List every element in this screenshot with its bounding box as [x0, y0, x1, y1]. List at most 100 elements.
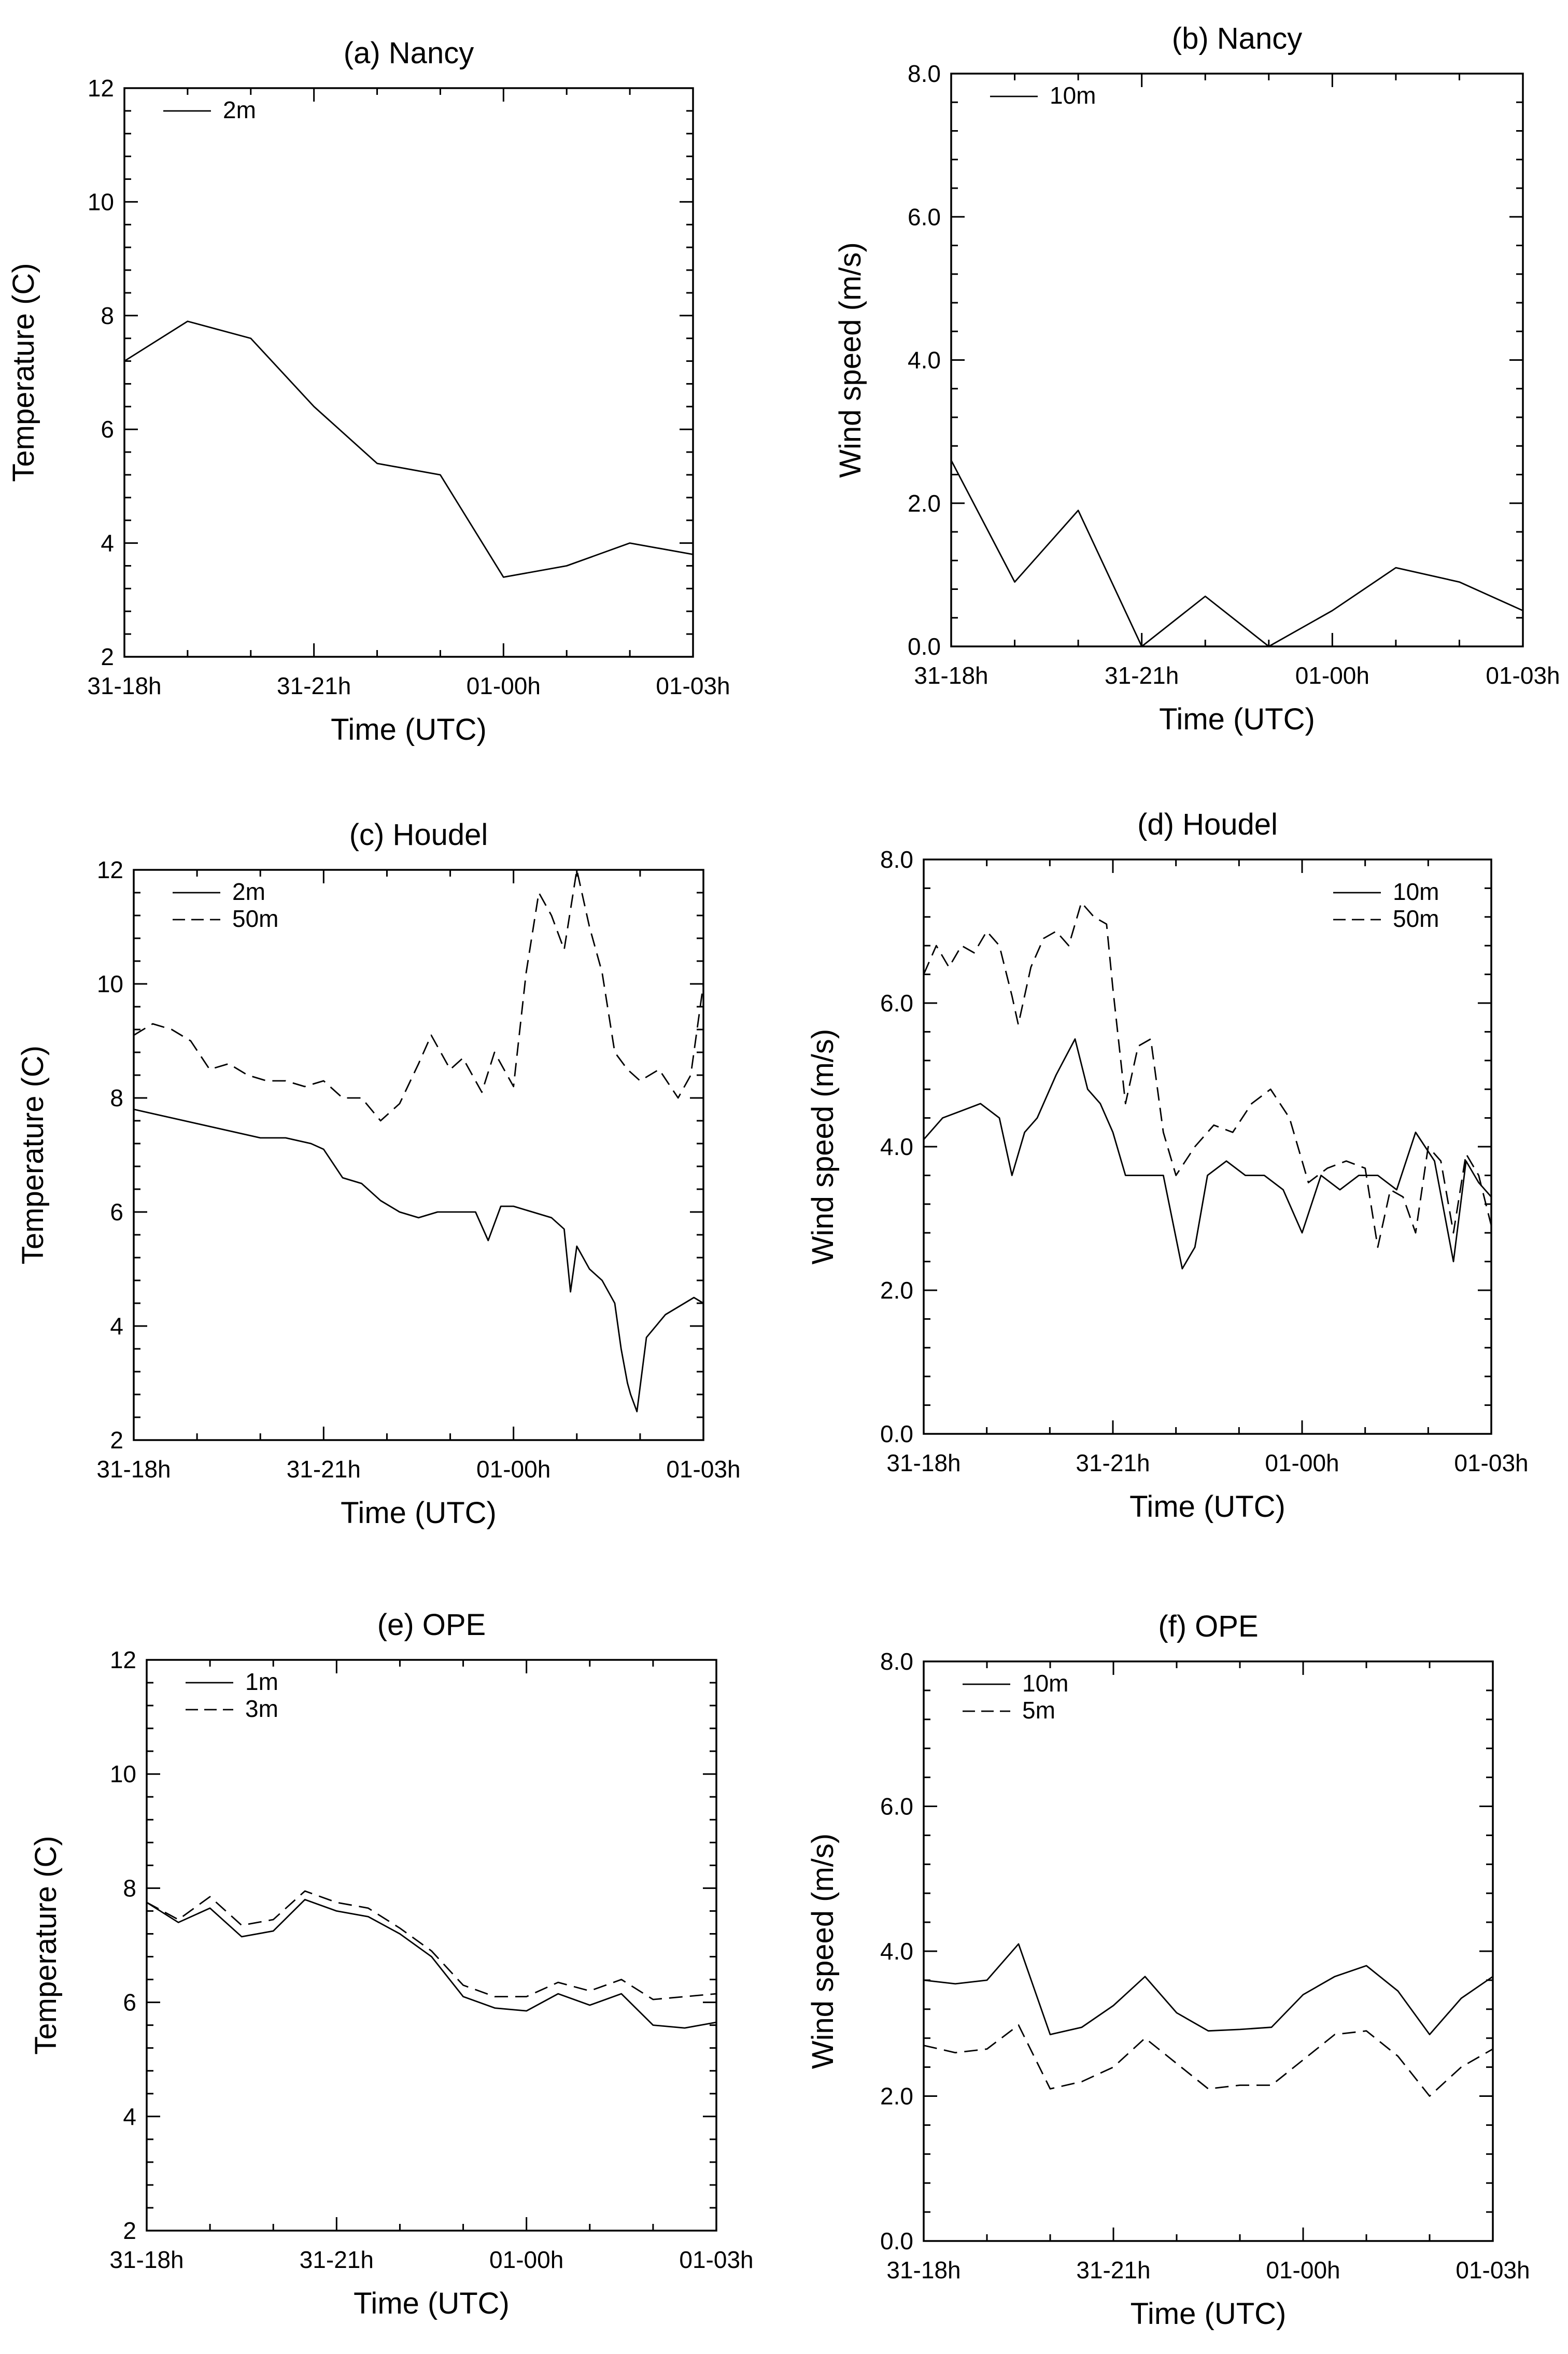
panel-title: (e) OPE — [377, 1608, 486, 1642]
y-tick-label: 4 — [110, 1313, 123, 1340]
panel-title: (b) Nancy — [1172, 22, 1302, 55]
y-tick-label: 10 — [88, 188, 114, 215]
x-axis-label: Time (UTC) — [331, 713, 487, 746]
y-tick-label: 0.0 — [908, 633, 941, 660]
legend-entry: 2m — [232, 878, 265, 905]
y-tick-label: 8.0 — [880, 1648, 913, 1675]
panel-title: (c) Houdel — [349, 818, 488, 852]
x-tick-label: 31-18h — [886, 2257, 960, 2283]
y-tick-label: 2 — [110, 1427, 123, 1454]
chart-panel-b: (b) Nancy Time (UTC) Wind speed (m/s) 31-18… — [834, 22, 1560, 736]
y-tick-label: 0.0 — [880, 2228, 913, 2254]
chart-panel-f: (f) OPE Time (UTC) Wind speed (m/s) 31-18h 3… — [806, 1610, 1530, 2331]
x-tick-label: 31-18h — [109, 2246, 183, 2273]
y-axis-label: Wind speed (m/s) — [806, 1029, 840, 1264]
chart-panel-d: (d) Houdel Time (UTC) Wind speed (m/s) 31-1… — [806, 808, 1529, 1524]
x-tick-label: 31-18h — [96, 1456, 171, 1483]
x-tick-label: 31-21h — [1105, 662, 1179, 689]
legend-entry: 2m — [223, 96, 256, 123]
y-tick-label: 8.0 — [908, 60, 941, 87]
y-tick-label: 6 — [123, 1989, 136, 2016]
series-line-2m — [124, 320, 694, 578]
y-axis-label: Wind speed (m/s) — [834, 242, 867, 477]
plot-frame — [146, 1659, 717, 2232]
x-tick-label: 31-21h — [300, 2246, 374, 2273]
x-tick-label: 01-00h — [1266, 2257, 1340, 2283]
x-tick-label: 31-18h — [87, 672, 161, 699]
x-tick-label: 01-00h — [467, 672, 541, 699]
x-tick-label: 01-00h — [489, 2246, 563, 2273]
y-tick-label: 6 — [110, 1199, 123, 1225]
y-tick-label: 6 — [101, 416, 114, 443]
x-tick-label: 01-03h — [1486, 662, 1560, 689]
x-tick-label: 31-21h — [287, 1456, 361, 1483]
panel-title: (d) Houdel — [1137, 808, 1278, 841]
series-line-3m — [146, 1890, 717, 2000]
y-axis-label: Temperature (C) — [16, 1046, 50, 1264]
y-tick-label: 4.0 — [880, 1133, 913, 1160]
x-tick-label: 01-00h — [1295, 662, 1369, 689]
y-tick-label: 2 — [123, 2217, 136, 2244]
series-line-5m — [923, 2024, 1493, 2097]
y-tick-label: 10 — [110, 1760, 136, 1787]
legend-entry: 3m — [245, 1695, 278, 1722]
y-tick-label: 0.0 — [880, 1420, 913, 1447]
plot-frame — [923, 858, 1492, 1435]
y-tick-label: 12 — [97, 856, 123, 883]
legend-entry: 5m — [1022, 1697, 1055, 1724]
series-line-2m — [133, 1108, 704, 1413]
plot-frame — [923, 1660, 1494, 2242]
y-tick-label: 10 — [97, 970, 123, 997]
y-tick-label: 6.0 — [880, 1793, 913, 1820]
x-tick-label: 31-18h — [886, 1449, 960, 1476]
chart-panel-e: (e) OPE Time (UTC) Temperature (C) 31-18h 31… — [29, 1608, 754, 2320]
x-tick-label: 01-03h — [656, 672, 730, 699]
legend-entry: 10m — [1050, 82, 1096, 109]
legend-entry: 10m — [1022, 1670, 1068, 1697]
y-tick-label: 2.0 — [880, 2083, 913, 2110]
x-tick-label: 01-00h — [1265, 1449, 1339, 1476]
series-line-10m — [923, 1038, 1492, 1270]
x-tick-label: 01-00h — [476, 1456, 550, 1483]
y-tick-label: 6.0 — [908, 203, 941, 230]
series-line-50m — [133, 869, 704, 1122]
y-tick-label: 2.0 — [880, 1277, 913, 1304]
x-tick-label: 01-03h — [1454, 1449, 1528, 1476]
y-tick-label: 8 — [101, 302, 114, 329]
chart-panel-a: (a) Nancy Time (UTC) Temperature (C) 31-18h… — [7, 36, 730, 746]
y-tick-label: 12 — [110, 1646, 136, 1673]
x-tick-label: 31-21h — [1076, 2257, 1150, 2283]
series-line-50m — [923, 901, 1492, 1248]
legend-entry: 1m — [245, 1668, 278, 1695]
y-tick-label: 6.0 — [880, 990, 913, 1017]
plot-frame — [133, 869, 704, 1441]
y-tick-label: 12 — [88, 75, 114, 102]
series-line-1m — [146, 1899, 717, 2029]
x-axis-label: Time (UTC) — [1131, 2297, 1287, 2331]
series-line-10m — [950, 460, 1523, 647]
y-tick-label: 4 — [101, 530, 114, 557]
panel-title: (a) Nancy — [344, 36, 474, 70]
y-tick-label: 8 — [110, 1084, 123, 1111]
y-tick-label: 8 — [123, 1874, 136, 1901]
x-tick-label: 01-03h — [666, 1456, 740, 1483]
x-tick-label: 01-03h — [1456, 2257, 1530, 2283]
y-tick-label: 2 — [101, 643, 114, 670]
x-tick-label: 31-21h — [1076, 1449, 1150, 1476]
x-tick-label: 31-21h — [277, 672, 351, 699]
y-tick-label: 4.0 — [908, 347, 941, 374]
y-axis-label: Temperature (C) — [7, 263, 40, 482]
legend-entry: 50m — [1393, 905, 1439, 932]
x-tick-label: 01-03h — [679, 2246, 753, 2273]
x-axis-label: Time (UTC) — [354, 2287, 510, 2320]
legend-entry: 50m — [232, 905, 278, 932]
x-axis-label: Time (UTC) — [1159, 702, 1315, 736]
chart-panel-c: (c) Houdel Time (UTC) Temperature (C) 31-18… — [16, 818, 741, 1530]
y-tick-label: 4.0 — [880, 1938, 913, 1965]
legend-entry: 10m — [1393, 878, 1439, 905]
y-tick-label: 8.0 — [880, 846, 913, 873]
y-tick-label: 2.0 — [908, 490, 941, 517]
y-tick-label: 4 — [123, 2103, 136, 2130]
plot-frame — [123, 87, 694, 658]
